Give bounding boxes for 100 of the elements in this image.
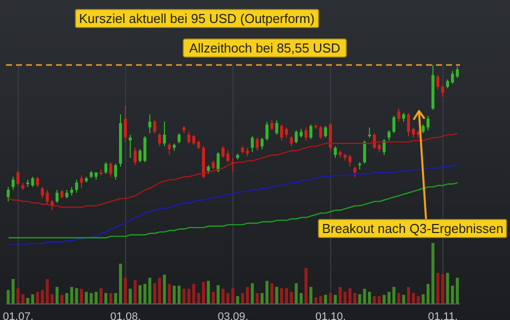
bar bbox=[392, 286, 396, 304]
candlestick bbox=[304, 126, 308, 141]
candlestick bbox=[348, 154, 352, 168]
candlestick bbox=[270, 120, 274, 131]
bar bbox=[236, 296, 240, 304]
bar bbox=[216, 285, 220, 304]
bar bbox=[353, 293, 356, 304]
candlestick bbox=[280, 124, 284, 141]
bar bbox=[114, 293, 118, 304]
bar bbox=[109, 293, 112, 304]
bar bbox=[202, 282, 205, 304]
candlestick bbox=[134, 147, 137, 166]
candlestick bbox=[104, 162, 108, 174]
candlestick bbox=[397, 108, 400, 122]
candlestick bbox=[328, 122, 332, 152]
bar bbox=[348, 288, 352, 304]
candlestick bbox=[148, 114, 152, 134]
candlestick bbox=[382, 138, 386, 156]
bar bbox=[231, 288, 234, 304]
candlestick bbox=[412, 126, 415, 138]
bar bbox=[250, 283, 254, 304]
x-tick-label: 03.09. bbox=[218, 310, 248, 320]
candlestick bbox=[80, 174, 83, 189]
candlestick bbox=[309, 124, 312, 140]
candlestick bbox=[284, 126, 288, 138]
candlestick bbox=[16, 170, 20, 186]
candlestick bbox=[275, 120, 278, 136]
candlestick bbox=[450, 70, 454, 84]
bar bbox=[431, 243, 434, 304]
candlestick bbox=[143, 136, 146, 163]
candlestick bbox=[456, 66, 459, 79]
candlestick bbox=[226, 150, 230, 163]
candlestick bbox=[40, 186, 44, 200]
bar bbox=[75, 288, 78, 304]
candlestick bbox=[334, 146, 337, 158]
candlestick bbox=[56, 189, 59, 204]
candlestick bbox=[441, 84, 444, 98]
bar bbox=[358, 294, 362, 304]
bar bbox=[407, 286, 410, 304]
candlestick bbox=[388, 130, 391, 141]
bar bbox=[206, 280, 210, 304]
candlestick bbox=[426, 115, 430, 131]
bar bbox=[412, 293, 415, 304]
bar bbox=[426, 284, 430, 304]
bar bbox=[222, 288, 225, 304]
candlestick bbox=[109, 162, 112, 178]
bar bbox=[290, 292, 293, 304]
bar bbox=[148, 278, 152, 304]
candlestick bbox=[324, 125, 328, 138]
bar bbox=[446, 272, 450, 304]
candlestick bbox=[392, 115, 396, 134]
candlestick bbox=[6, 186, 10, 202]
candlestick bbox=[12, 176, 15, 190]
bar bbox=[182, 288, 186, 304]
bar bbox=[334, 294, 337, 304]
candlestick bbox=[363, 140, 366, 164]
bar bbox=[450, 286, 454, 304]
bar bbox=[153, 283, 156, 304]
candlestick bbox=[368, 126, 371, 138]
bar bbox=[158, 278, 162, 304]
bar bbox=[402, 294, 406, 304]
candlestick bbox=[222, 146, 225, 158]
bar bbox=[265, 280, 268, 304]
text: Kursziel aktuell bei 95 USD (Outperform) bbox=[75, 9, 319, 28]
candlestick bbox=[256, 137, 259, 152]
bar bbox=[128, 288, 132, 304]
candlestick bbox=[407, 112, 410, 137]
text: Breakout nach Q3-Ergebnissen bbox=[318, 219, 508, 238]
bar bbox=[397, 293, 400, 304]
bar bbox=[60, 294, 64, 304]
bar bbox=[12, 278, 15, 304]
candlestick bbox=[114, 163, 118, 180]
bar bbox=[382, 294, 386, 304]
bar bbox=[56, 286, 59, 304]
x-tick-label: 01.10. bbox=[315, 310, 346, 320]
candlestick bbox=[290, 136, 293, 147]
bar bbox=[21, 294, 24, 304]
bar bbox=[172, 286, 176, 304]
candlestick bbox=[153, 120, 156, 134]
bar bbox=[270, 283, 274, 304]
bar bbox=[344, 292, 347, 304]
bar bbox=[309, 286, 312, 304]
candlestick bbox=[319, 125, 322, 140]
bar bbox=[168, 284, 171, 304]
bar bbox=[241, 293, 244, 304]
x-tick-label: 01.11. bbox=[428, 310, 458, 320]
bar bbox=[138, 285, 142, 304]
bar bbox=[324, 294, 328, 304]
candlestick bbox=[128, 134, 132, 158]
bar bbox=[40, 290, 44, 304]
bar bbox=[280, 288, 284, 304]
x-tick-label: 01.08. bbox=[110, 310, 141, 320]
bar bbox=[388, 292, 391, 304]
bar bbox=[212, 292, 215, 304]
bar bbox=[363, 288, 366, 304]
bar bbox=[6, 290, 10, 304]
candlestick bbox=[168, 142, 171, 156]
bar bbox=[338, 286, 342, 304]
bar bbox=[134, 280, 137, 304]
bar bbox=[284, 288, 288, 304]
